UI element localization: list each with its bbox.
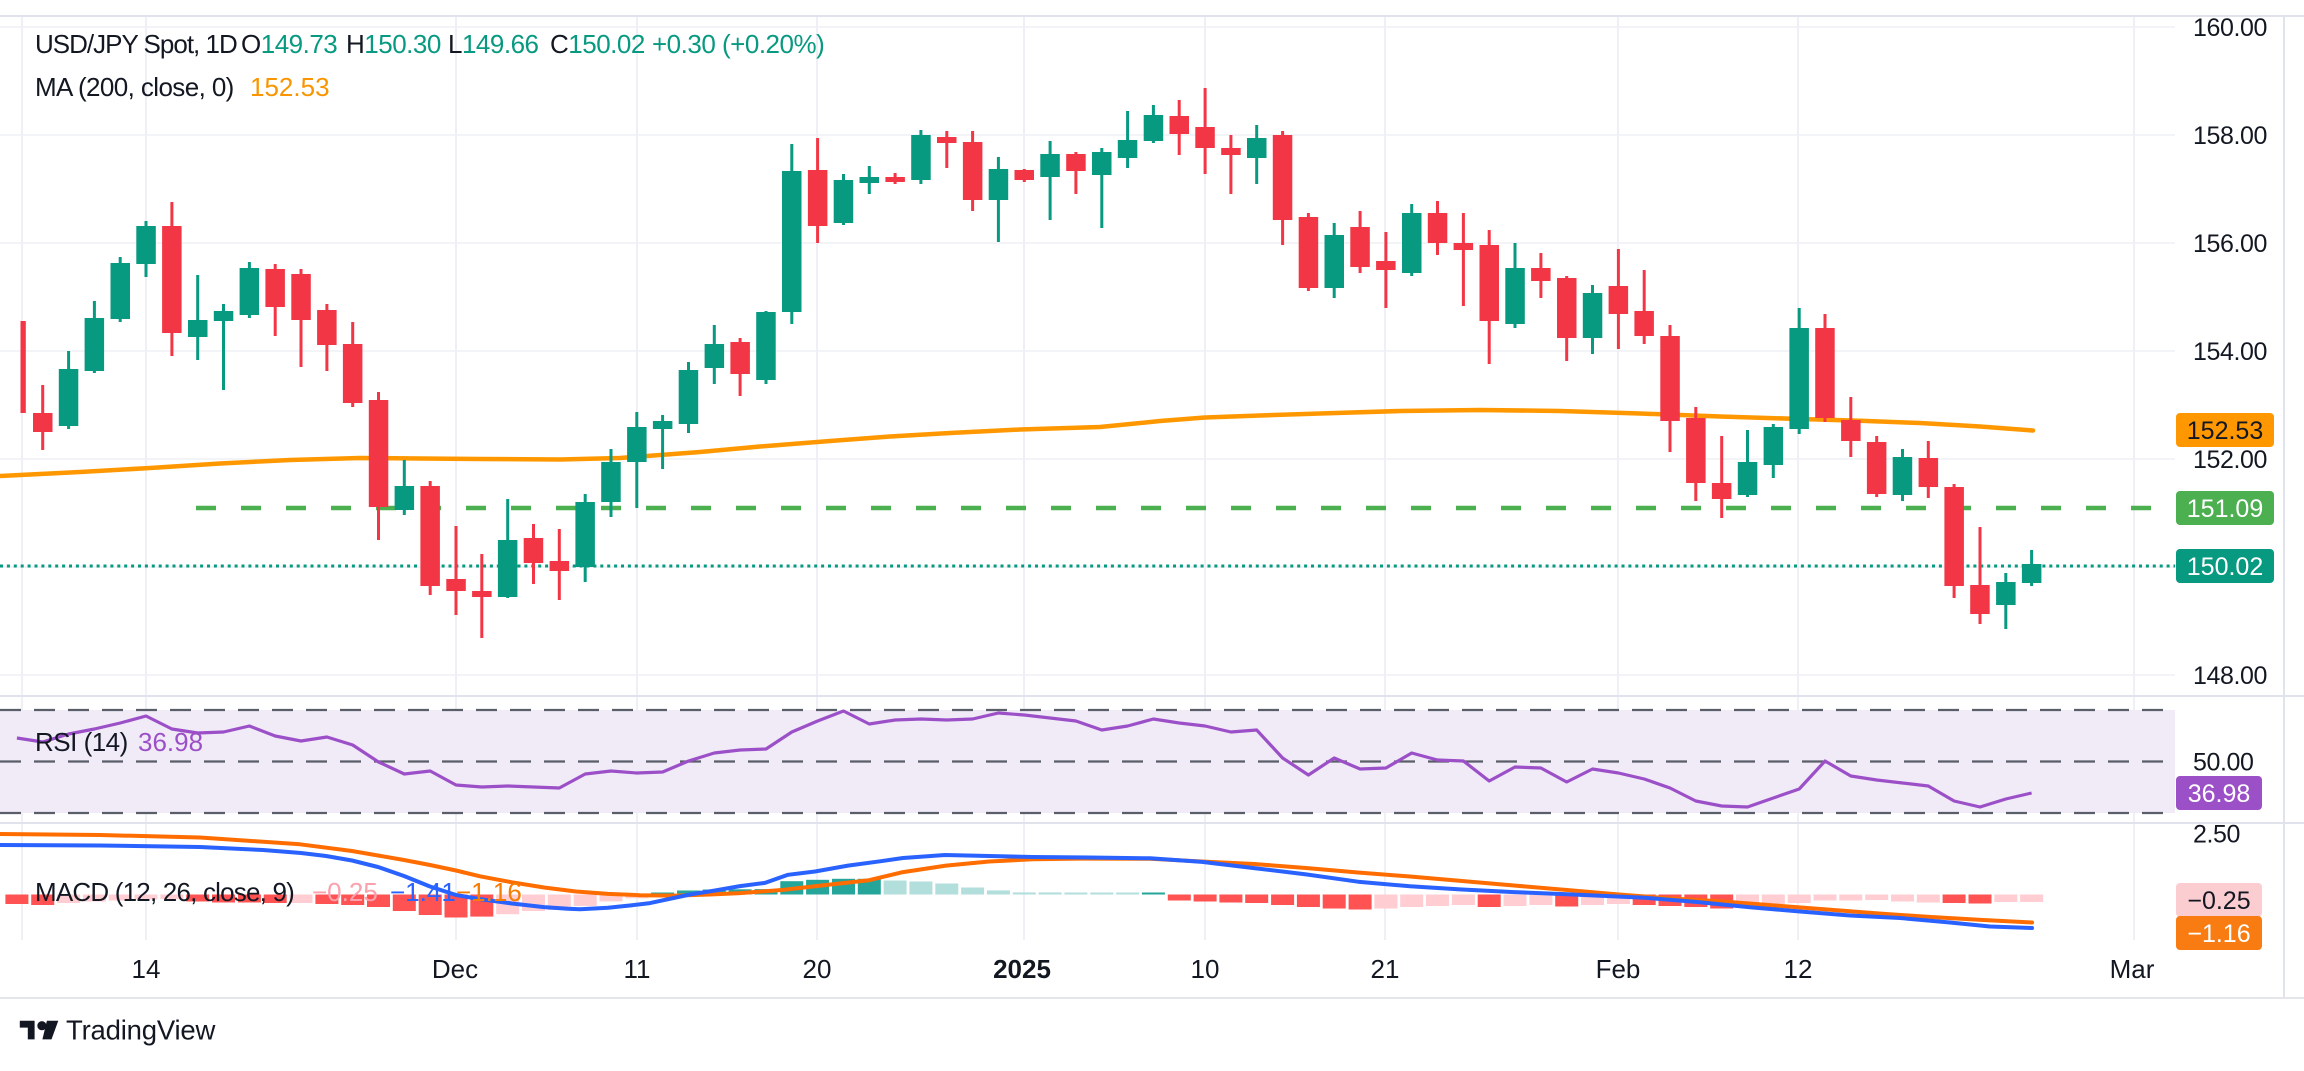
svg-text:36.98: 36.98	[138, 727, 203, 757]
svg-text:10: 10	[1191, 954, 1220, 984]
svg-text:Feb: Feb	[1596, 954, 1641, 984]
svg-text:−0.25: −0.25	[2187, 887, 2250, 915]
svg-text:+0.30 (+0.20%): +0.30 (+0.20%)	[652, 29, 824, 59]
svg-text:36.98: 36.98	[2188, 780, 2251, 808]
svg-text:14: 14	[132, 954, 161, 984]
svg-text:152.00: 152.00	[2193, 446, 2267, 474]
svg-text:150.02: 150.02	[2187, 553, 2263, 581]
svg-text:MACD (12, 26, close, 9): MACD (12, 26, close, 9)	[35, 877, 294, 907]
svg-text:MA (200, close, 0): MA (200, close, 0)	[35, 72, 234, 102]
svg-text:12: 12	[1784, 954, 1813, 984]
svg-text:USD/JPY Spot, 1D: USD/JPY Spot, 1D	[35, 29, 237, 59]
svg-text:50.00: 50.00	[2193, 749, 2254, 777]
svg-text:2.50: 2.50	[2193, 821, 2240, 849]
svg-text:21: 21	[1371, 954, 1400, 984]
svg-text:156.00: 156.00	[2193, 230, 2267, 258]
svg-text:−1.16: −1.16	[2187, 920, 2250, 948]
svg-text:O149.73: O149.73	[241, 29, 337, 59]
svg-text:Mar: Mar	[2110, 954, 2155, 984]
svg-text:−0.25: −0.25	[312, 877, 378, 907]
svg-text:−1.16: −1.16	[456, 877, 522, 907]
svg-text:RSI (14): RSI (14)	[35, 727, 128, 757]
svg-text:H150.30: H150.30	[346, 29, 441, 59]
svg-text:Dec: Dec	[432, 954, 478, 984]
svg-text:148.00: 148.00	[2193, 662, 2267, 690]
svg-text:151.09: 151.09	[2187, 495, 2263, 523]
svg-text:C150.02: C150.02	[550, 29, 645, 59]
svg-text:−1.41: −1.41	[390, 877, 456, 907]
svg-text:2025: 2025	[993, 954, 1051, 984]
svg-text:152.53: 152.53	[2187, 417, 2263, 445]
svg-text:11: 11	[624, 954, 651, 984]
svg-text:158.00: 158.00	[2193, 122, 2267, 150]
svg-text:TradingView: TradingView	[66, 1015, 215, 1046]
svg-text:20: 20	[803, 954, 832, 984]
svg-text:152.53: 152.53	[250, 72, 330, 102]
svg-text:160.00: 160.00	[2193, 14, 2267, 42]
svg-text:154.00: 154.00	[2193, 338, 2267, 366]
svg-text:L149.66: L149.66	[448, 29, 539, 59]
